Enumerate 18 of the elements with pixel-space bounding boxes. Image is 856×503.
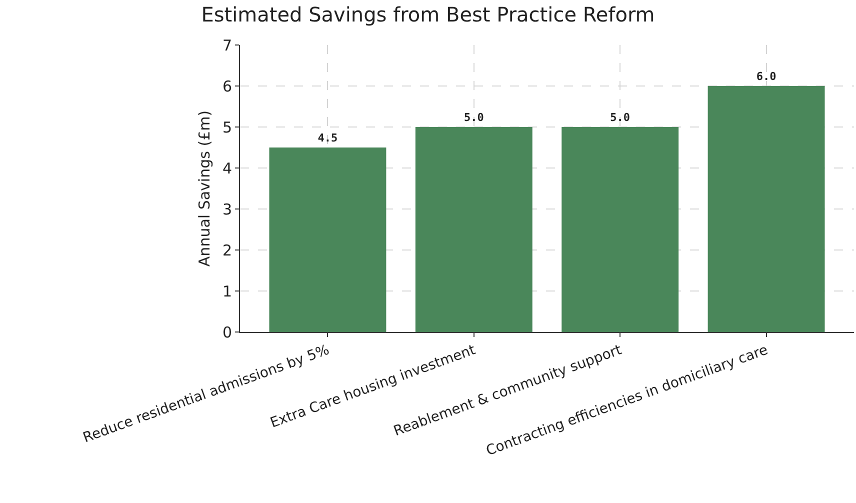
bar [269,148,386,332]
y-tick-label: 6 [222,77,232,96]
data-label: 6.0 [756,70,776,83]
bar [562,127,679,332]
data-label: 4.5 [318,132,338,144]
y-tick-label: 3 [222,200,232,218]
y-tick-label: 2 [222,241,232,260]
y-tick-label: 0 [222,323,232,342]
y-tick-label: 1 [222,282,232,300]
data-label: 5.0 [610,111,630,124]
data-label: 5.0 [464,111,484,124]
y-axis-title: Annual Savings (£m) [196,110,214,267]
chart-title: Estimated Savings from Best Practice Reform [201,2,655,27]
y-tick-label: 7 [222,36,232,54]
bar [415,127,532,332]
y-tick-label: 5 [222,118,232,136]
y-tick-label: 4 [222,159,232,178]
bar [708,86,825,332]
